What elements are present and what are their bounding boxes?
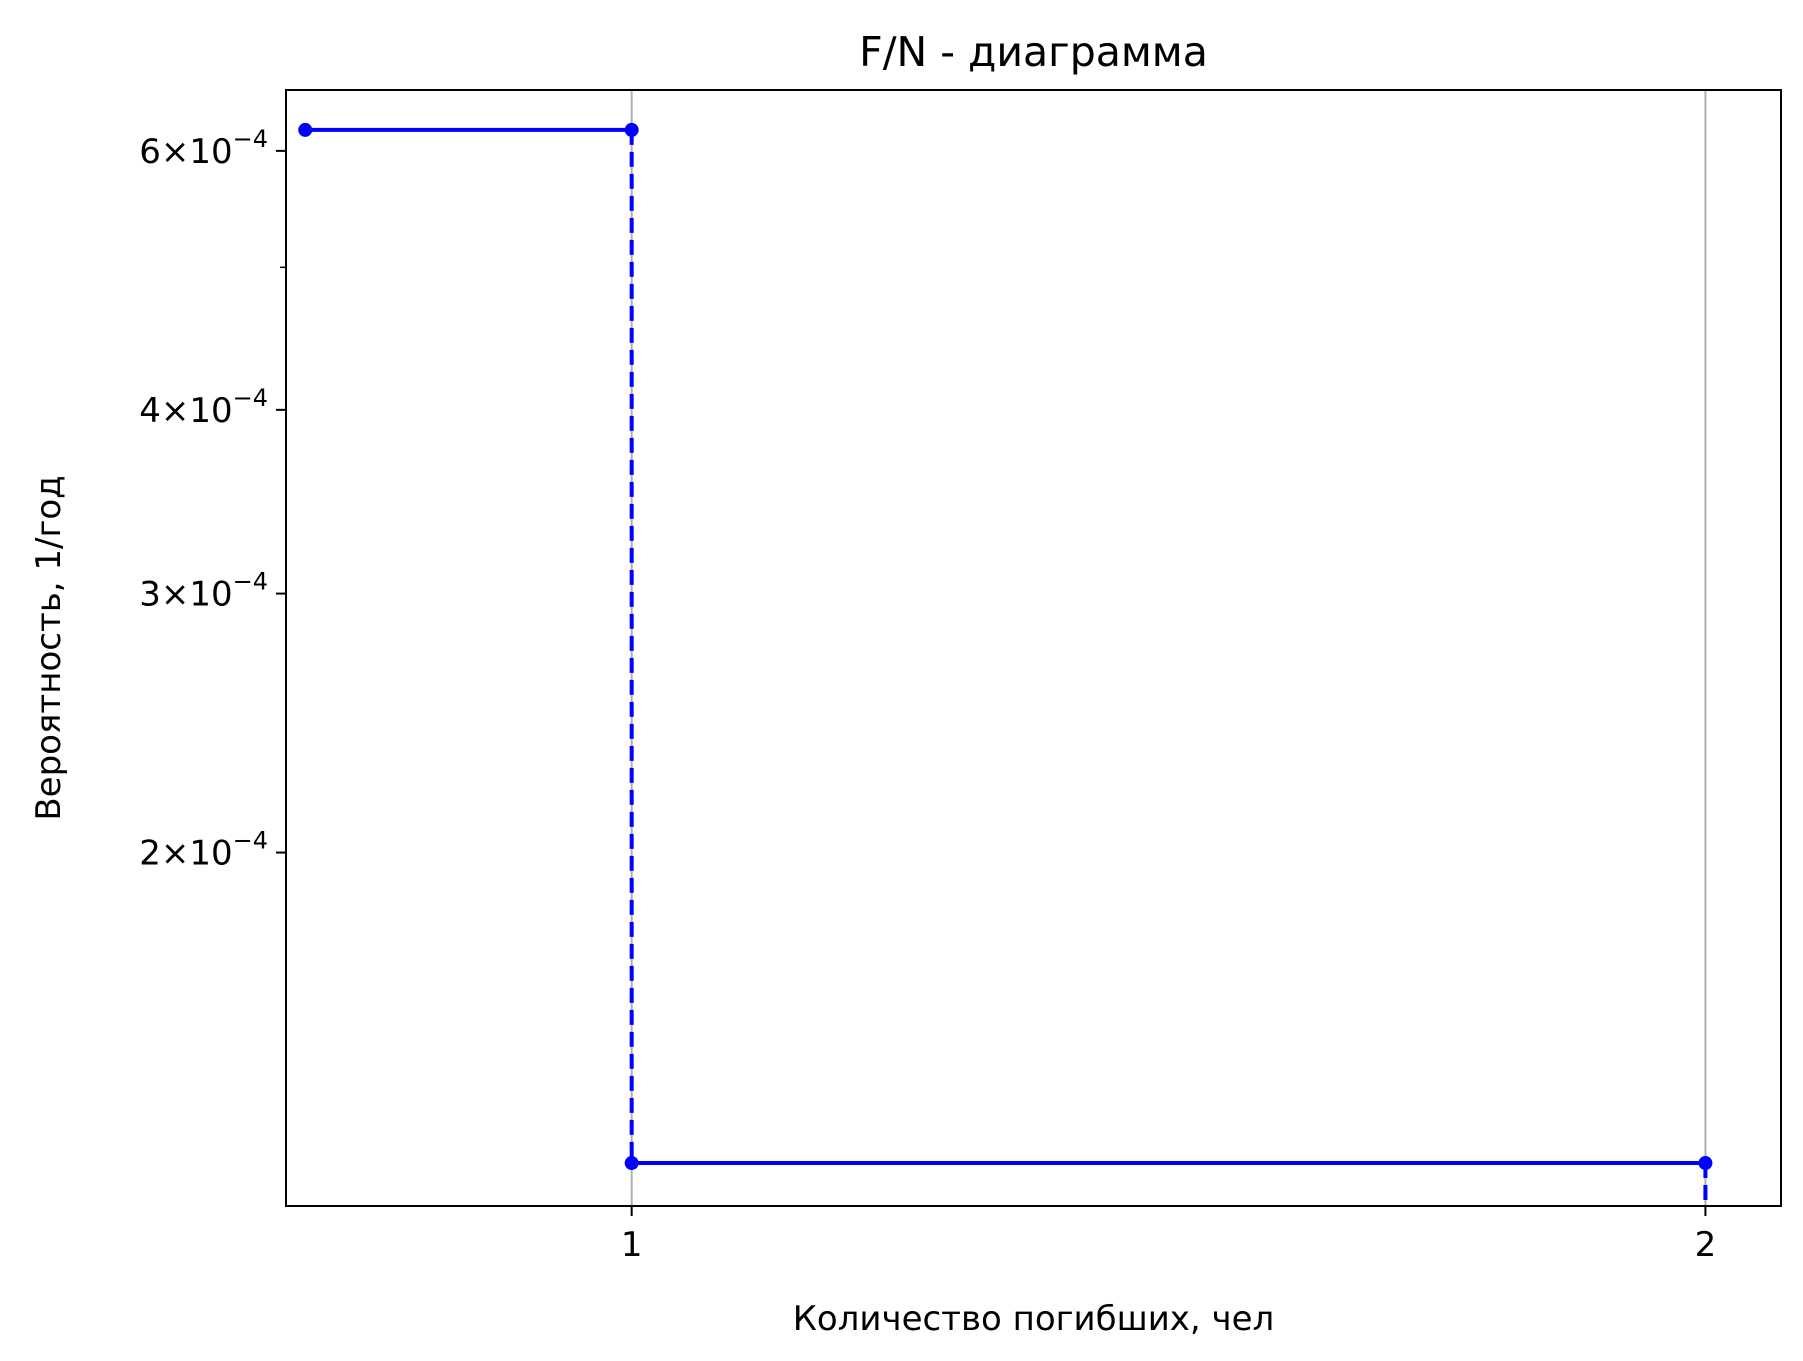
x-tick-label-0: 1 (621, 1225, 643, 1265)
chart-title: F/N - диаграмма (859, 28, 1208, 76)
series-0-marker-3 (1698, 1156, 1713, 1171)
x-tick-label-1: 2 (1695, 1225, 1717, 1265)
series (298, 122, 1713, 1206)
series-0-marker-2 (624, 1156, 639, 1171)
y-tick-label-0: 2×10−4 (139, 827, 268, 874)
y-tick-label-1: 3×10−4 (139, 568, 268, 615)
series-0-marker-0 (298, 122, 313, 137)
y-axis-label: Вероятность, 1/год (29, 475, 69, 820)
y-tick-label-2: 4×10−4 (139, 384, 268, 431)
plot-frame (285, 89, 1782, 1207)
y-tick-label-3: 6×10−4 (139, 125, 268, 172)
series-0-marker-1 (624, 122, 639, 137)
ticks: 1 2 2×10−4 3×10−4 4×10−4 6×10−4 (139, 125, 1716, 1265)
x-axis-label: Количество погибших, чел (793, 1299, 1275, 1339)
